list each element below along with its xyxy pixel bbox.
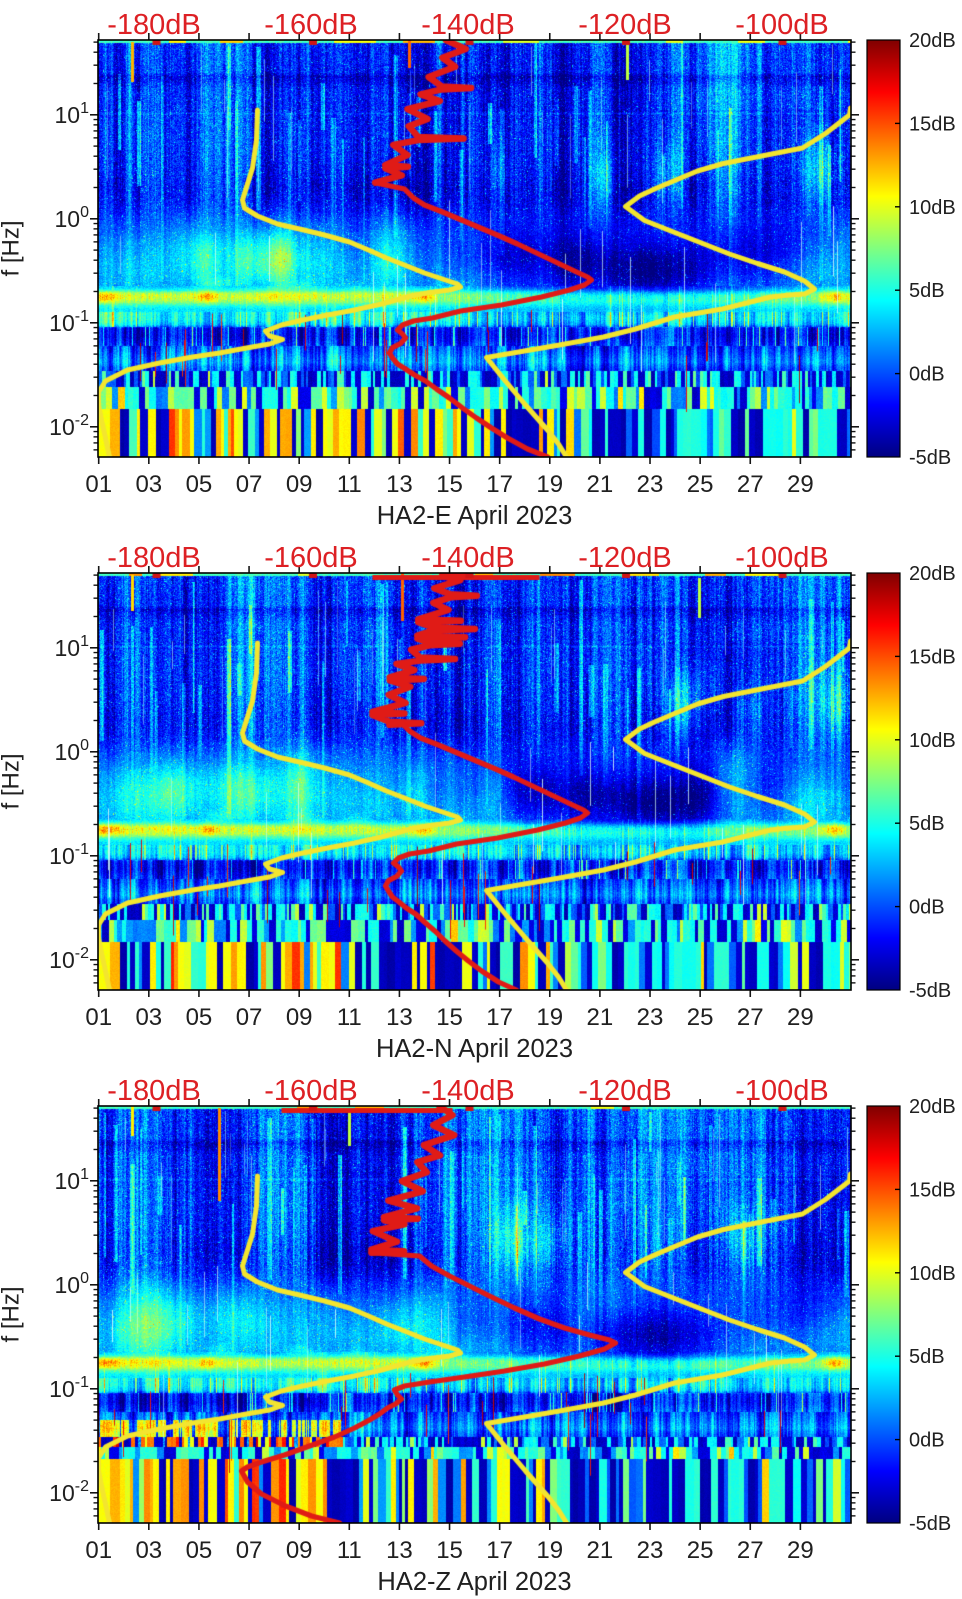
svg-text:13: 13 [386, 471, 413, 498]
svg-text:-140dB: -140dB [421, 9, 515, 41]
svg-text:05: 05 [186, 1004, 213, 1031]
svg-text:07: 07 [236, 471, 263, 498]
svg-text:10dB: 10dB [909, 1263, 956, 1285]
svg-text:-100dB: -100dB [735, 542, 829, 574]
svg-text:-140dB: -140dB [421, 542, 515, 574]
svg-text:0dB: 0dB [909, 364, 945, 386]
svg-text:-5dB: -5dB [909, 447, 951, 469]
svg-text:-100dB: -100dB [735, 9, 829, 41]
svg-text:17: 17 [486, 1004, 513, 1031]
svg-text:20dB: 20dB [909, 563, 956, 585]
svg-text:15dB: 15dB [909, 113, 956, 135]
svg-text:101: 101 [55, 1166, 90, 1194]
svg-text:03: 03 [135, 1004, 162, 1031]
svg-text:21: 21 [587, 471, 614, 498]
svg-text:10-1: 10-1 [49, 841, 89, 869]
svg-text:f [Hz]: f [Hz] [0, 753, 25, 809]
svg-text:23: 23 [637, 1537, 664, 1564]
svg-text:-180dB: -180dB [107, 542, 201, 574]
svg-text:10-2: 10-2 [49, 1478, 89, 1506]
svg-text:19: 19 [536, 1004, 563, 1031]
svg-text:15: 15 [436, 471, 463, 498]
svg-text:09: 09 [286, 1004, 313, 1031]
svg-text:29: 29 [787, 1004, 814, 1031]
svg-text:5dB: 5dB [909, 813, 945, 835]
svg-text:-120dB: -120dB [578, 542, 672, 574]
svg-text:10-1: 10-1 [49, 308, 89, 336]
svg-text:23: 23 [637, 1004, 664, 1031]
svg-text:09: 09 [286, 1537, 313, 1564]
svg-text:f [Hz]: f [Hz] [0, 1286, 25, 1342]
svg-text:-5dB: -5dB [909, 1513, 951, 1535]
svg-text:25: 25 [687, 471, 714, 498]
svg-text:27: 27 [737, 1004, 764, 1031]
svg-text:-180dB: -180dB [107, 1075, 201, 1107]
svg-text:10-2: 10-2 [49, 945, 89, 973]
svg-text:100: 100 [55, 204, 90, 232]
svg-text:101: 101 [55, 100, 90, 128]
svg-text:13: 13 [386, 1537, 413, 1564]
svg-text:f [Hz]: f [Hz] [0, 220, 25, 276]
svg-text:03: 03 [135, 471, 162, 498]
svg-text:10dB: 10dB [909, 197, 956, 219]
svg-text:07: 07 [236, 1537, 263, 1564]
svg-text:HA2-E April 2023: HA2-E April 2023 [377, 502, 573, 530]
svg-text:15dB: 15dB [909, 646, 956, 668]
svg-text:21: 21 [587, 1537, 614, 1564]
svg-text:13: 13 [386, 1004, 413, 1031]
svg-text:-120dB: -120dB [578, 9, 672, 41]
svg-text:17: 17 [486, 1537, 513, 1564]
svg-text:01: 01 [85, 1004, 112, 1031]
svg-text:07: 07 [236, 1004, 263, 1031]
svg-text:11: 11 [337, 1537, 362, 1564]
svg-text:25: 25 [687, 1004, 714, 1031]
svg-text:-100dB: -100dB [735, 1075, 829, 1107]
svg-text:19: 19 [536, 1537, 563, 1564]
svg-text:5dB: 5dB [909, 1346, 945, 1368]
svg-text:-5dB: -5dB [909, 980, 951, 1002]
svg-text:03: 03 [135, 1537, 162, 1564]
svg-text:09: 09 [286, 471, 313, 498]
svg-text:05: 05 [186, 471, 213, 498]
svg-text:-160dB: -160dB [264, 542, 358, 574]
svg-text:10-2: 10-2 [49, 412, 89, 440]
svg-text:29: 29 [787, 1537, 814, 1564]
svg-text:11: 11 [337, 1004, 362, 1031]
svg-text:5dB: 5dB [909, 280, 945, 302]
svg-text:0dB: 0dB [909, 1430, 945, 1452]
svg-text:15: 15 [436, 1004, 463, 1031]
svg-text:15dB: 15dB [909, 1179, 956, 1201]
svg-text:10dB: 10dB [909, 730, 956, 752]
svg-text:-120dB: -120dB [578, 1075, 672, 1107]
svg-text:27: 27 [737, 1537, 764, 1564]
svg-text:101: 101 [55, 633, 90, 661]
svg-text:19: 19 [536, 471, 563, 498]
svg-text:05: 05 [186, 1537, 213, 1564]
svg-text:HA2-Z April 2023: HA2-Z April 2023 [377, 1568, 571, 1596]
svg-text:15: 15 [436, 1537, 463, 1564]
svg-text:20dB: 20dB [909, 1096, 956, 1118]
svg-text:01: 01 [85, 1537, 112, 1564]
svg-text:23: 23 [637, 471, 664, 498]
svg-text:27: 27 [737, 471, 764, 498]
svg-text:100: 100 [55, 1270, 90, 1298]
svg-text:21: 21 [587, 1004, 614, 1031]
svg-text:10-1: 10-1 [49, 1374, 89, 1402]
svg-text:-140dB: -140dB [421, 1075, 515, 1107]
svg-text:29: 29 [787, 471, 814, 498]
svg-text:20dB: 20dB [909, 30, 956, 52]
svg-text:0dB: 0dB [909, 897, 945, 919]
svg-text:HA2-N April 2023: HA2-N April 2023 [376, 1035, 573, 1063]
svg-text:01: 01 [85, 471, 112, 498]
svg-text:-160dB: -160dB [264, 9, 358, 41]
svg-text:25: 25 [687, 1537, 714, 1564]
svg-text:-180dB: -180dB [107, 9, 201, 41]
svg-text:100: 100 [55, 737, 90, 765]
svg-text:17: 17 [486, 471, 513, 498]
svg-text:11: 11 [337, 471, 362, 498]
svg-text:-160dB: -160dB [264, 1075, 358, 1107]
